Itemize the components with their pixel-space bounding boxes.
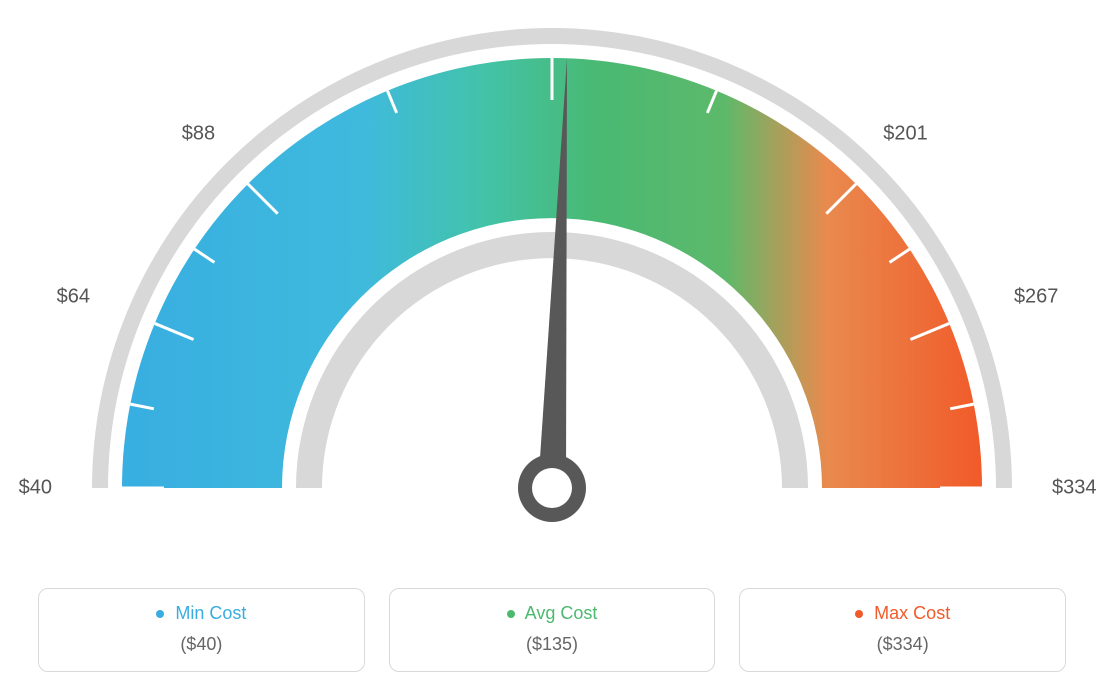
legend-card-min: Min Cost ($40): [38, 588, 365, 672]
legend-title-max-text: Max Cost: [874, 603, 950, 623]
legend-title-min-text: Min Cost: [175, 603, 246, 623]
legend-card-avg: Avg Cost ($135): [389, 588, 716, 672]
legend-title-max: Max Cost: [750, 603, 1055, 624]
gauge-labels: $40$64$88$135$201$267$334: [72, 8, 1032, 548]
legend-card-max: Max Cost ($334): [739, 588, 1066, 672]
gauge-chart: $40$64$88$135$201$267$334: [72, 8, 1032, 553]
legend-title-avg: Avg Cost: [400, 603, 705, 624]
legend-value-min: ($40): [49, 634, 354, 655]
gauge-tick-label: $88: [182, 123, 215, 146]
gauge-tick-label: $201: [883, 123, 928, 146]
legend-title-min: Min Cost: [49, 603, 354, 624]
legend-dot-max: [855, 610, 863, 618]
legend-dot-min: [156, 610, 164, 618]
gauge-tick-label: $334: [1052, 477, 1097, 500]
legend-row: Min Cost ($40) Avg Cost ($135) Max Cost …: [38, 588, 1066, 672]
legend-value-avg: ($135): [400, 634, 705, 655]
legend-dot-avg: [507, 610, 515, 618]
gauge-tick-label: $64: [57, 285, 90, 308]
legend-value-max: ($334): [750, 634, 1055, 655]
gauge-tick-label: $267: [1014, 285, 1059, 308]
gauge-tick-label: $40: [19, 477, 52, 500]
legend-title-avg-text: Avg Cost: [525, 603, 598, 623]
